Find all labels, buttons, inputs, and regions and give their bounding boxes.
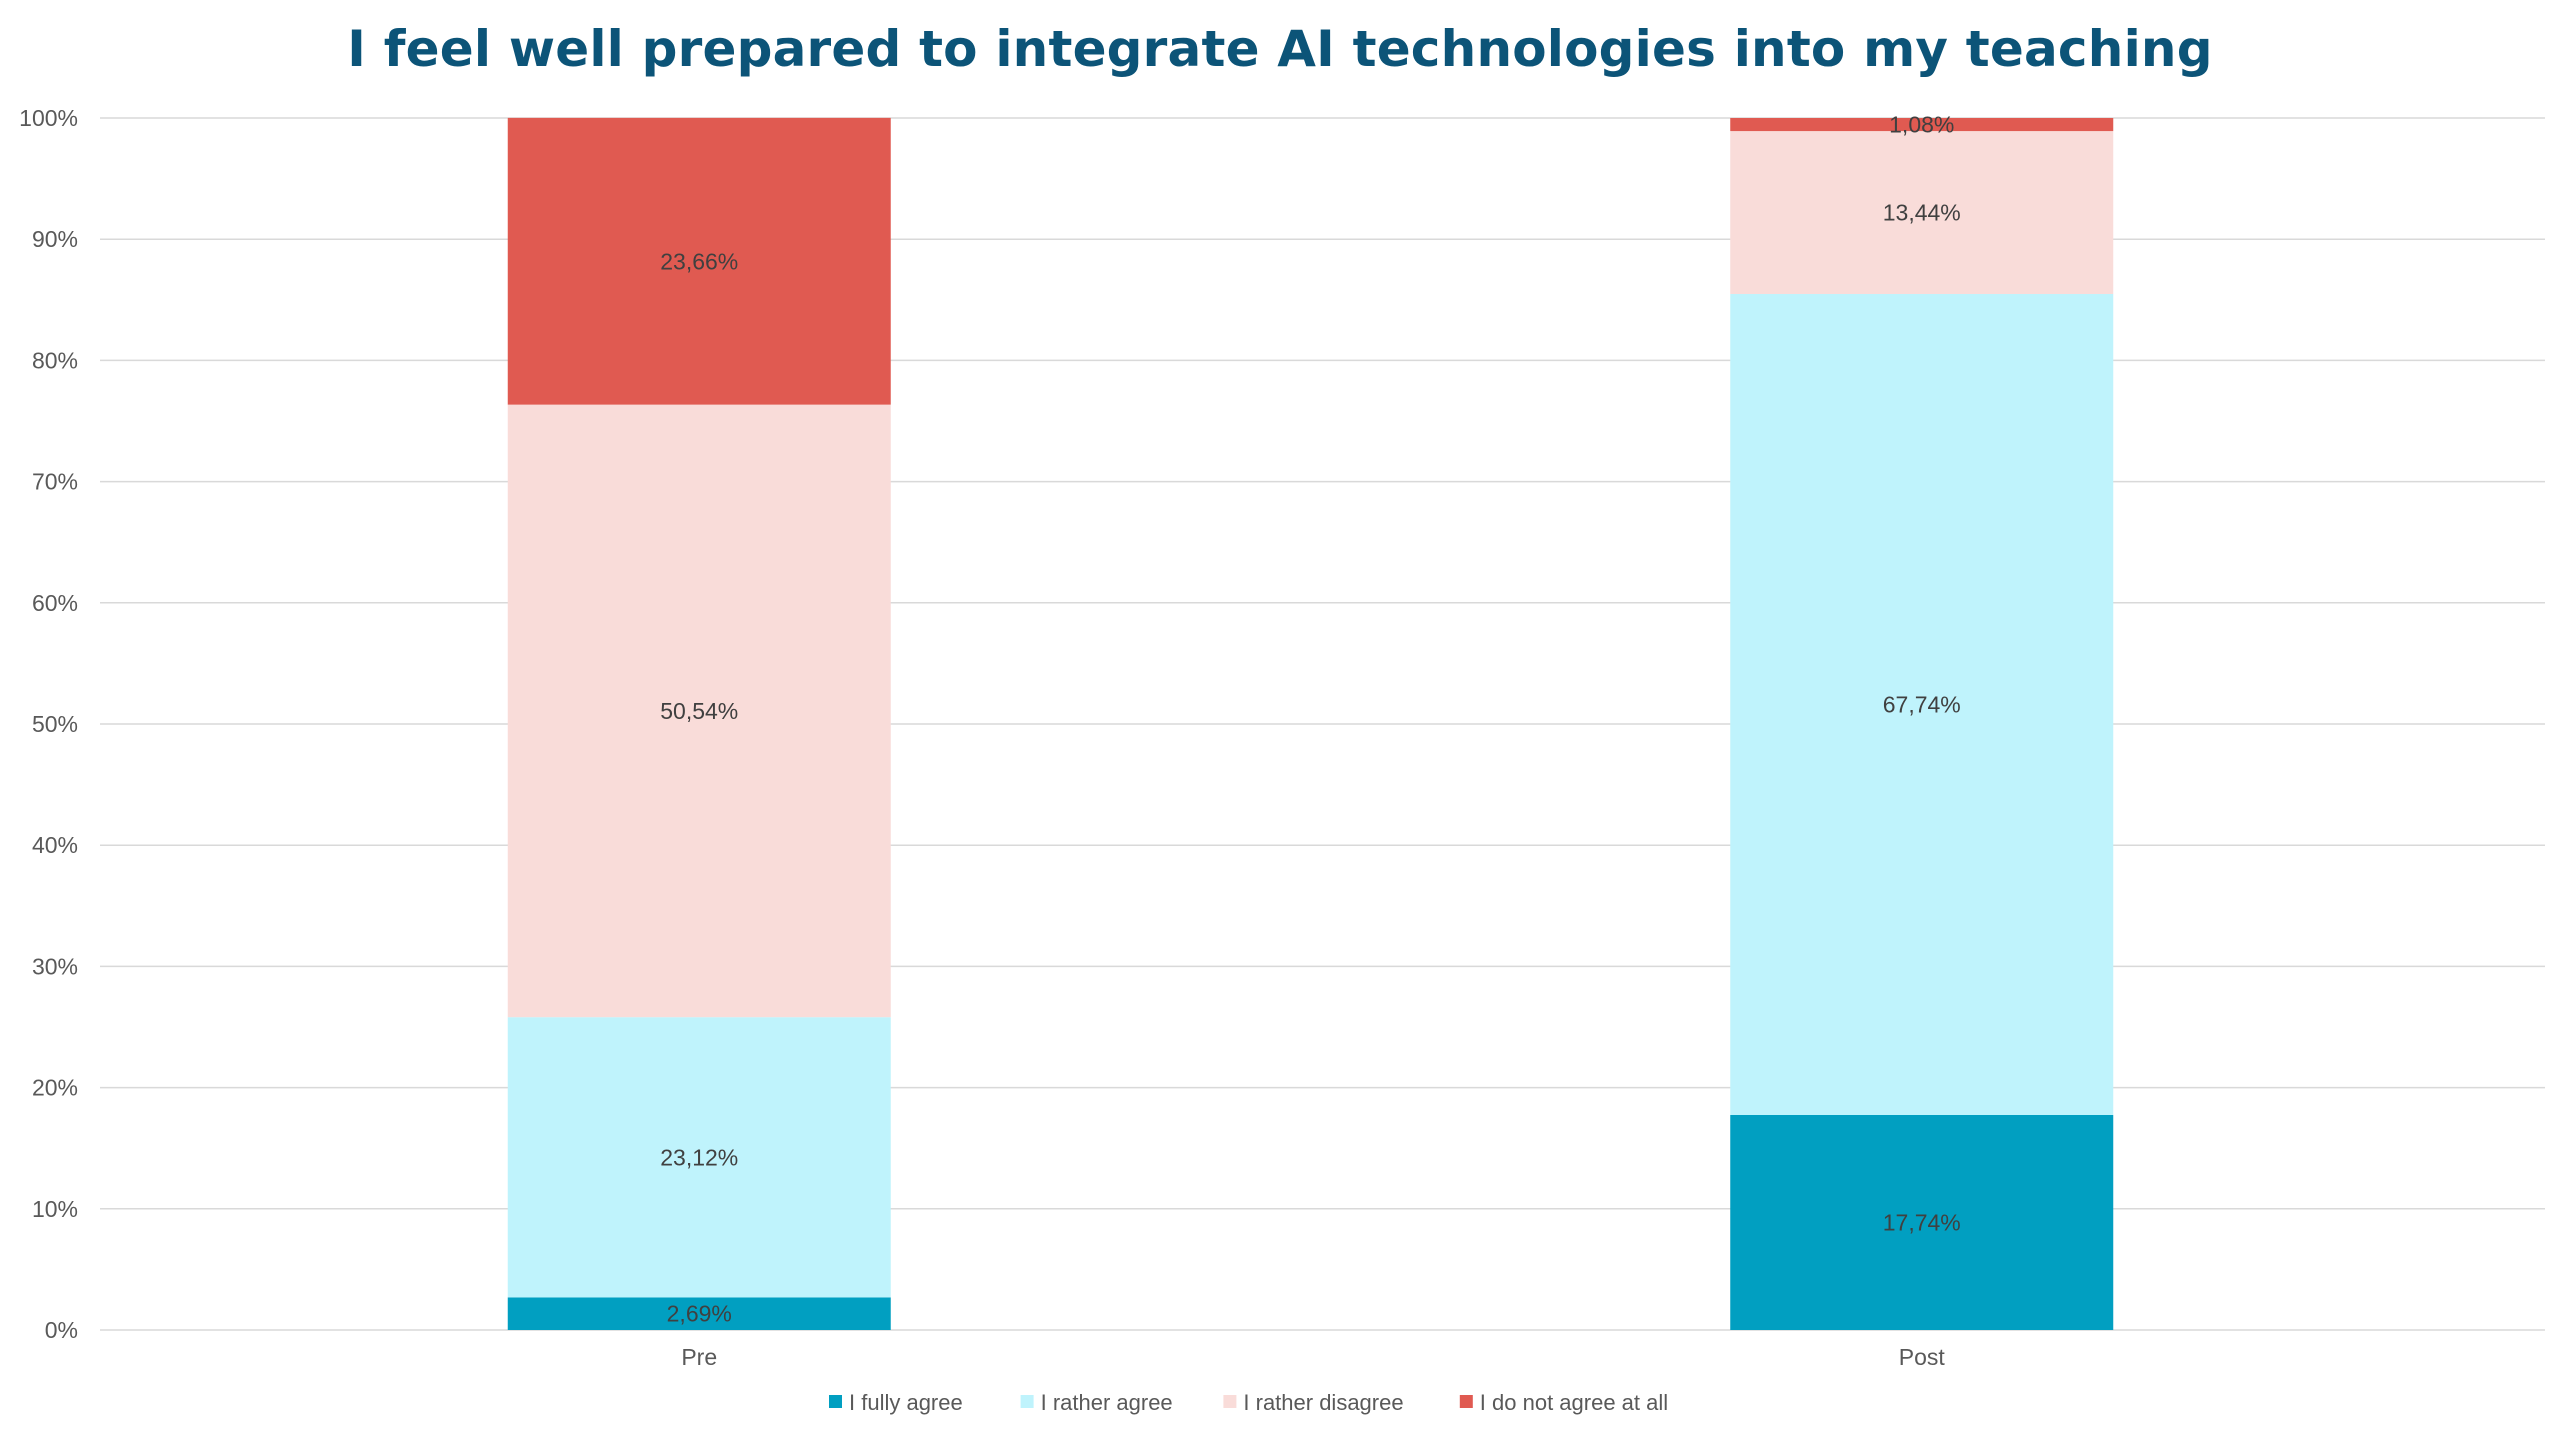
legend: I fully agree I rather agree I rather disa… [829, 1390, 1668, 1415]
y-tick-label: 20% [32, 1075, 78, 1101]
legend-swatch [1223, 1395, 1237, 1408]
x-tick-label: Post [1899, 1344, 1946, 1370]
y-tick-label: 70% [32, 469, 78, 495]
bar-segment [1730, 131, 2114, 294]
axes: 0% 10% 20% 30% 40% 50% 60% 70% 80% 90% 100% Pre Post [19, 105, 1945, 1370]
y-tick-label: 60% [32, 590, 78, 616]
y-tick-label: 100% [19, 105, 78, 131]
bar-segment [1730, 1114, 2114, 1330]
legend-swatch [1459, 1395, 1473, 1408]
legend-label: I rather disagree [1243, 1390, 1403, 1415]
y-tick-label: 80% [32, 347, 78, 373]
data-label: 1,08% [1889, 112, 1954, 138]
y-tick-label: 90% [32, 226, 78, 252]
gridlines [100, 117, 2545, 1331]
bar-segment [1730, 118, 2114, 132]
legend-label: I do not agree at all [1480, 1390, 1668, 1415]
legend-swatch [829, 1395, 842, 1408]
chart-title: I feel well prepared to integrate AI tec… [347, 20, 2213, 78]
bar-segment [1730, 293, 2114, 1115]
legend-swatch [1020, 1395, 1034, 1408]
y-tick-label: 40% [32, 832, 78, 858]
data-label: 23,66% [660, 248, 738, 274]
y-tick-label: 30% [32, 953, 78, 979]
x-tick-label: Pre [681, 1344, 717, 1370]
data-label: 17,74% [1883, 1209, 1961, 1235]
bar-segment [507, 1017, 891, 1298]
bar-segment [507, 117, 891, 405]
legend-label: I rather agree [1041, 1390, 1173, 1415]
data-labels: 2,69% 23,12% 50,54% 23,66% 17,74% 67,74% 13,44… [660, 112, 1961, 1327]
data-label: 50,54% [660, 698, 738, 724]
data-label: 2,69% [667, 1301, 732, 1327]
y-tick-label: 50% [32, 711, 78, 737]
data-label: 67,74% [1883, 691, 1961, 717]
data-label: 13,44% [1883, 200, 1961, 226]
bar-segment [507, 1297, 891, 1330]
legend-label: I fully agree [849, 1390, 963, 1415]
bars [507, 117, 2114, 1330]
bar-segment [507, 404, 891, 1018]
y-tick-label: 0% [45, 1317, 78, 1343]
y-tick-label: 10% [32, 1196, 78, 1222]
data-label: 23,12% [660, 1144, 738, 1170]
